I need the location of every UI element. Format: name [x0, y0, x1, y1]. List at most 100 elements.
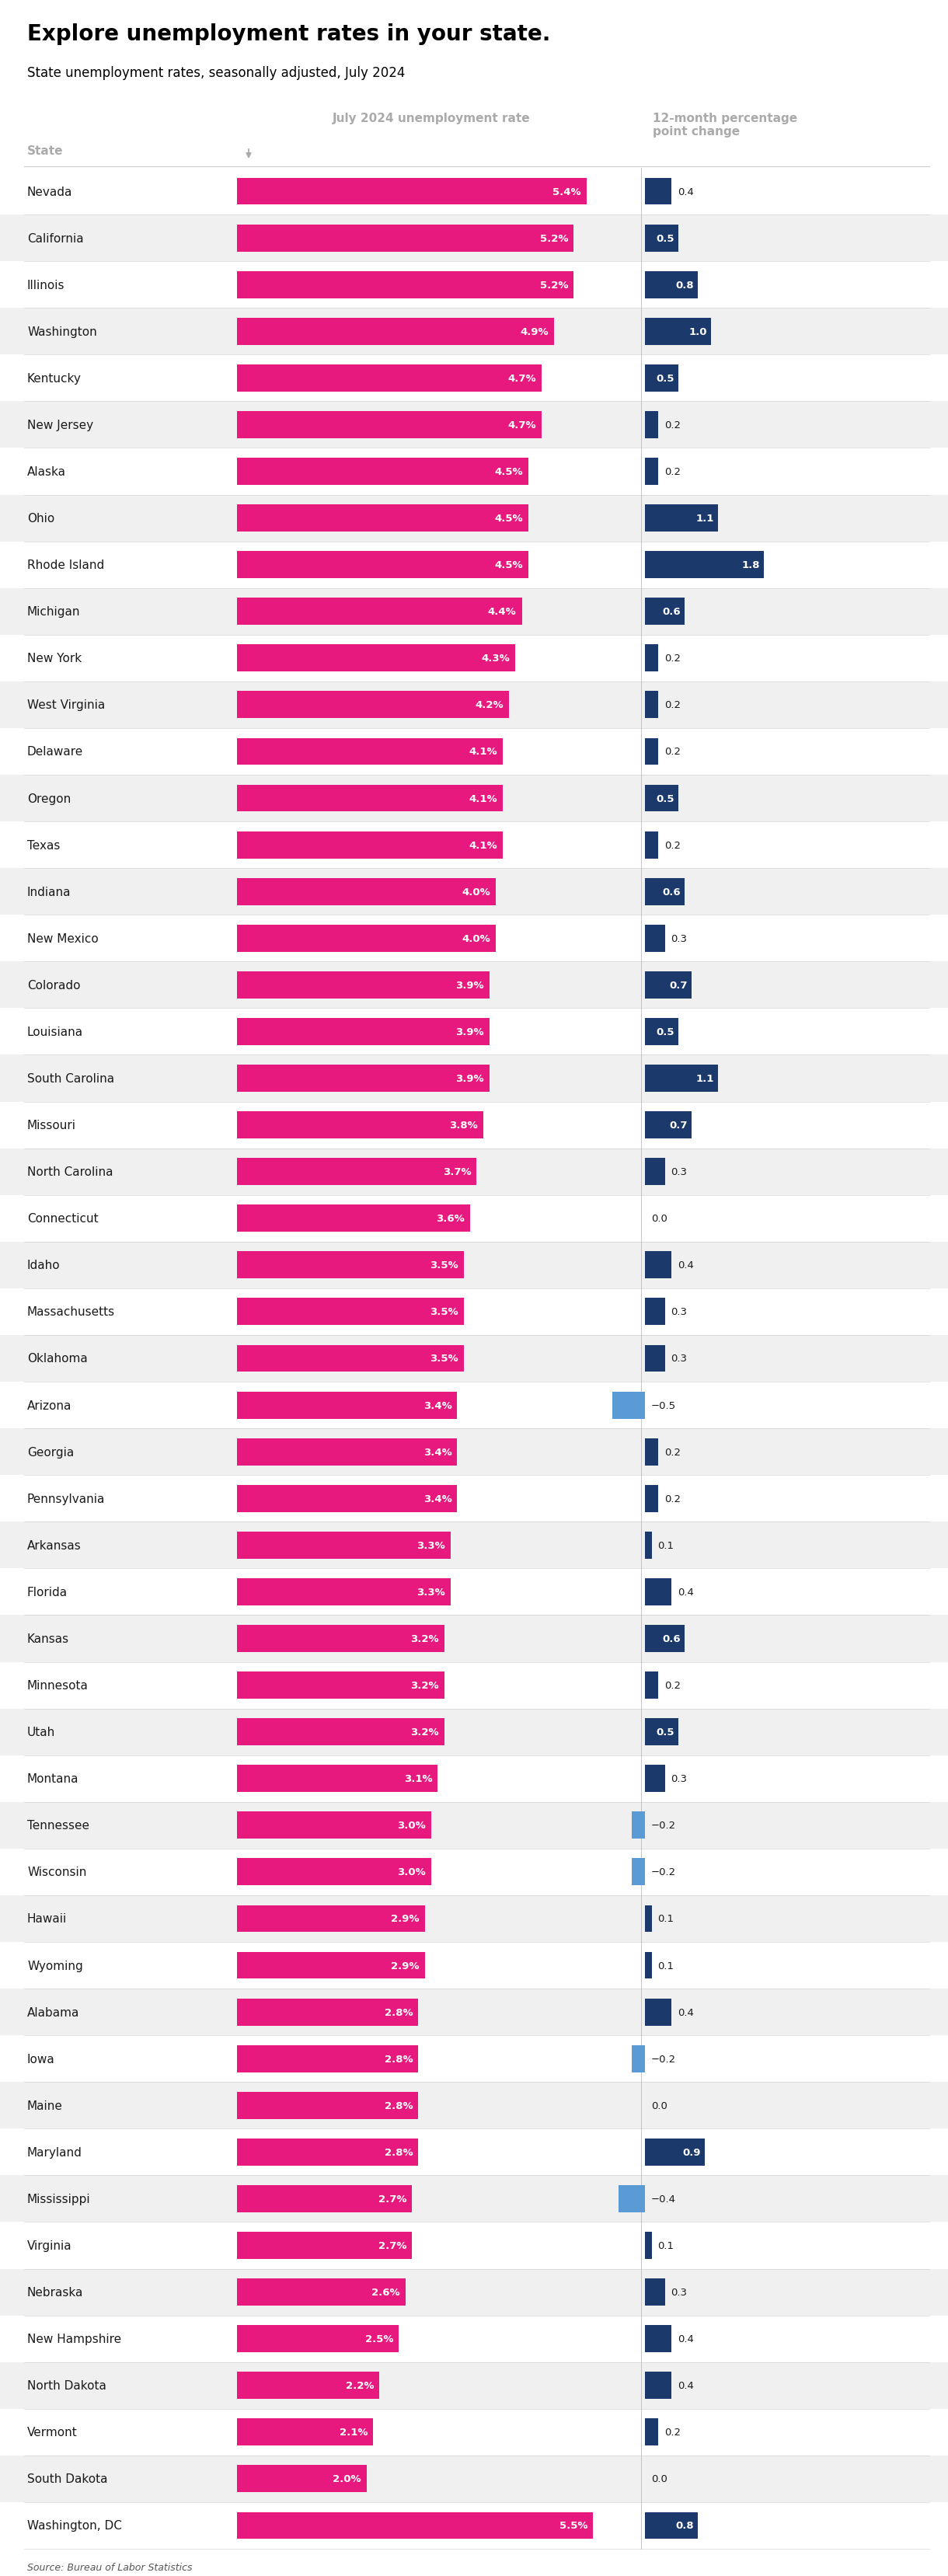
Bar: [0, 2501, 948, 2548]
Bar: [0, 1708, 948, 1754]
Text: North Dakota: North Dakota: [27, 2380, 106, 2391]
Bar: [645, 2372, 671, 2398]
Bar: [0, 636, 948, 683]
Bar: [237, 693, 509, 719]
Text: Nebraska: Nebraska: [27, 2287, 83, 2298]
Bar: [0, 2223, 948, 2269]
Text: 0.3: 0.3: [671, 1352, 687, 1363]
Bar: [645, 1718, 678, 1747]
Text: 2.2%: 2.2%: [346, 2380, 374, 2391]
Text: 0.0: 0.0: [651, 1213, 667, 1224]
Text: 2.7%: 2.7%: [378, 2195, 407, 2205]
Text: 3.4%: 3.4%: [423, 1401, 452, 1412]
Bar: [645, 1906, 651, 1932]
Text: 12-month percentage
point change: 12-month percentage point change: [653, 113, 797, 137]
Text: 3.0%: 3.0%: [397, 1821, 426, 1832]
Text: 3.5%: 3.5%: [429, 1260, 458, 1270]
Text: 0.3: 0.3: [671, 1167, 687, 1177]
Bar: [0, 2269, 948, 2316]
Bar: [0, 1754, 948, 1803]
Text: 0.7: 0.7: [669, 1121, 687, 1131]
Bar: [645, 1579, 671, 1605]
Bar: [645, 1064, 718, 1092]
Bar: [0, 961, 948, 1010]
Bar: [645, 1953, 651, 1978]
Text: Missouri: Missouri: [27, 1121, 76, 1131]
Text: Maine: Maine: [27, 2099, 63, 2112]
Text: 4.1%: 4.1%: [468, 747, 497, 757]
Text: New Jersey: New Jersey: [27, 420, 93, 430]
Bar: [0, 775, 948, 822]
Bar: [237, 598, 522, 626]
Text: Explore unemployment rates in your state.: Explore unemployment rates in your state…: [27, 23, 551, 44]
Bar: [237, 2465, 367, 2494]
Text: Idaho: Idaho: [27, 1260, 61, 1270]
Text: 0.2: 0.2: [665, 840, 681, 850]
Text: Washington, DC: Washington, DC: [27, 2519, 122, 2532]
Bar: [237, 739, 502, 765]
Text: New York: New York: [27, 652, 82, 665]
Bar: [645, 459, 658, 484]
Bar: [237, 925, 496, 953]
Bar: [237, 459, 528, 484]
Bar: [237, 1252, 464, 1278]
Bar: [645, 598, 684, 626]
Bar: [645, 693, 658, 719]
Text: −0.4: −0.4: [651, 2195, 676, 2205]
Bar: [237, 2512, 593, 2540]
Text: 3.0%: 3.0%: [397, 1868, 426, 1878]
Text: Pennsylvania: Pennsylvania: [27, 1494, 105, 1504]
Bar: [237, 178, 587, 206]
Text: 0.2: 0.2: [665, 466, 681, 477]
Bar: [645, 2280, 665, 2306]
Bar: [645, 1999, 671, 2025]
Text: Source: Bureau of Labor Statistics: Source: Bureau of Labor Statistics: [27, 2563, 192, 2571]
Text: 1.1: 1.1: [696, 1074, 714, 1084]
Bar: [645, 971, 691, 999]
Text: 0.2: 0.2: [665, 654, 681, 665]
Text: Florida: Florida: [27, 1587, 67, 1597]
Text: 1.8: 1.8: [741, 559, 760, 569]
Bar: [237, 1999, 418, 2025]
Text: 0.7: 0.7: [669, 981, 687, 989]
Bar: [645, 178, 671, 206]
Text: 5.2%: 5.2%: [540, 234, 568, 245]
Bar: [237, 2184, 411, 2213]
Text: 3.2%: 3.2%: [410, 1633, 439, 1643]
Bar: [0, 1522, 948, 1569]
Text: 4.5%: 4.5%: [495, 559, 523, 569]
Bar: [611, 1391, 645, 1419]
Text: Connecticut: Connecticut: [27, 1213, 99, 1224]
Bar: [645, 551, 764, 580]
Bar: [645, 925, 665, 953]
Text: Arkansas: Arkansas: [27, 1540, 82, 1551]
Bar: [0, 1056, 948, 1103]
Bar: [237, 2045, 418, 2071]
Bar: [0, 2035, 948, 2081]
Bar: [237, 786, 502, 811]
Bar: [237, 1345, 464, 1373]
Text: 0.8: 0.8: [676, 281, 694, 291]
Text: Illinois: Illinois: [27, 278, 64, 291]
Text: 0.5: 0.5: [656, 1028, 674, 1038]
Bar: [618, 2184, 645, 2213]
Text: Wisconsin: Wisconsin: [27, 1865, 86, 1878]
Bar: [237, 1672, 445, 1700]
Text: Rhode Island: Rhode Island: [27, 559, 104, 572]
Bar: [237, 1064, 489, 1092]
Bar: [237, 2231, 411, 2259]
Text: 4.0%: 4.0%: [462, 933, 490, 943]
Bar: [237, 224, 574, 252]
Text: Massachusetts: Massachusetts: [27, 1306, 115, 1319]
Bar: [0, 1803, 948, 1850]
Bar: [645, 1113, 691, 1139]
Text: 0.1: 0.1: [658, 2241, 674, 2251]
Text: Mississippi: Mississippi: [27, 2192, 91, 2205]
Bar: [0, 914, 948, 961]
Text: Vermont: Vermont: [27, 2427, 78, 2437]
Bar: [0, 1383, 948, 1430]
Text: 3.5%: 3.5%: [429, 1352, 458, 1363]
Text: Michigan: Michigan: [27, 605, 81, 618]
Text: South Dakota: South Dakota: [27, 2473, 108, 2486]
Bar: [645, 1625, 684, 1651]
